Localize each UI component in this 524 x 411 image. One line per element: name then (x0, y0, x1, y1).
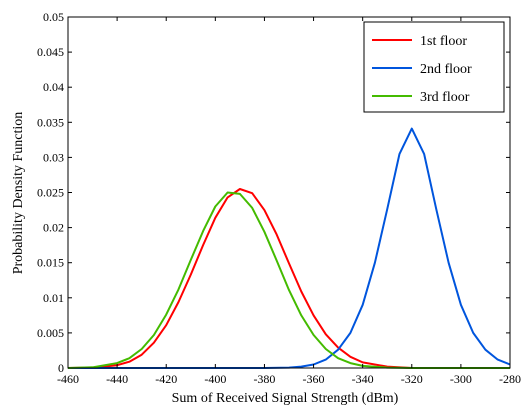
y-tick-label: 0.005 (37, 326, 64, 340)
x-tick-label: -420 (155, 372, 177, 386)
series-line-2 (68, 127, 511, 369)
x-tick-label: -380 (253, 372, 275, 386)
y-tick-label: 0 (58, 361, 64, 375)
y-tick-label: 0.03 (43, 150, 64, 164)
y-axis-label: Probability Density Function (11, 112, 26, 275)
y-tick-label: 0.01 (43, 291, 64, 305)
x-tick-label: -320 (401, 372, 423, 386)
legend-label-3: 3rd floor (420, 90, 470, 105)
legend-label-2: 2nd floor (420, 62, 472, 77)
y-tick-label: 0.045 (37, 45, 64, 59)
x-axis-label: Sum of Received Signal Strength (dBm) (172, 391, 399, 406)
plot-area (67, 127, 511, 369)
x-tick-label: -280 (499, 372, 521, 386)
x-tick-label: -460 (57, 372, 79, 386)
x-tick-label: -360 (303, 372, 325, 386)
y-tick-label: 0.025 (37, 186, 64, 200)
x-tick-label: -340 (352, 372, 374, 386)
y-tick-label: 0.035 (37, 115, 64, 129)
y-tick-label: 0.02 (43, 221, 64, 235)
legend-label-1: 1st floor (420, 34, 467, 49)
series-line-1 (67, 188, 510, 369)
x-tick-label: -300 (450, 372, 472, 386)
y-tick-label: 0.015 (37, 256, 64, 270)
x-tick-label: -400 (204, 372, 226, 386)
axes: -460 -440 -420 -400 -380 -360 -340 -320 -300 -280… (37, 10, 521, 386)
series-line-3 (67, 191, 510, 369)
y-tick-label: 0.04 (43, 80, 64, 94)
legend: 1st floor 2nd floor 3rd floor (363, 21, 505, 113)
x-tick-label: -440 (106, 372, 128, 386)
y-tick-label: 0.05 (43, 10, 64, 24)
